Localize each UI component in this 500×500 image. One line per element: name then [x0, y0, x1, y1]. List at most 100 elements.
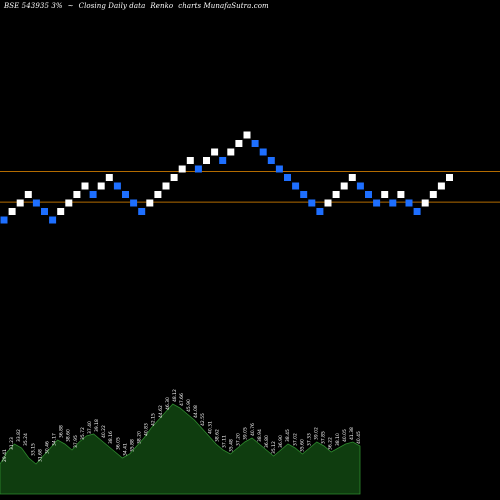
volume-label: 36.05 [115, 437, 121, 450]
separator-label: ~ [67, 2, 74, 10]
volume-label: 31.23 [9, 437, 15, 450]
volume-label: 44.08 [193, 405, 199, 418]
volume-label: 35.60 [299, 439, 305, 452]
renko-brick [203, 157, 210, 164]
volume-label: 36.90 [278, 435, 284, 448]
symbol-label: BSE 543935 3% [4, 2, 63, 10]
level-lines [0, 171, 500, 203]
volume-label: 37.40 [87, 421, 93, 434]
volume-area-shape [0, 403, 361, 495]
volume-label: 33.82 [16, 429, 22, 442]
renko-brick [373, 199, 381, 207]
renko-brick [81, 182, 89, 190]
renko-brick [243, 131, 251, 139]
renko-brick [138, 208, 146, 215]
volume-label: 46.30 [165, 397, 171, 410]
volume-label: 38.20 [137, 431, 143, 444]
renko-brick [73, 191, 81, 198]
renko-brick [105, 174, 113, 181]
renko-brick [32, 199, 40, 207]
renko-brick [41, 208, 48, 215]
volume-label: 34.41 [122, 443, 128, 456]
renko-brick [429, 191, 437, 198]
volume-label: 33.15 [30, 443, 36, 456]
renko-bricks [0, 131, 453, 224]
volume-label: 39.18 [94, 419, 100, 432]
renko-brick [267, 157, 275, 164]
volume-label: 38.62 [214, 429, 220, 442]
renko-brick [308, 199, 316, 207]
renko-brick [356, 182, 364, 190]
renko-brick [8, 208, 16, 215]
volume-label: 35.88 [129, 439, 135, 452]
volume-label: 39.05 [243, 427, 249, 440]
renko-brick [389, 199, 397, 207]
renko-brick [324, 199, 332, 207]
volume-area [0, 403, 361, 495]
renko-brick [405, 199, 413, 207]
volume-label: 34.17 [52, 433, 58, 446]
volume-label: 37.33 [306, 433, 312, 446]
renko-brick [437, 182, 445, 190]
volume-label: 42.15 [151, 413, 157, 426]
volume-label: 42.55 [200, 413, 206, 426]
renko-brick [259, 148, 267, 156]
volume-label: 37.95 [73, 435, 79, 448]
volume-label: 38.94 [257, 429, 263, 442]
volume-label: 40.83 [144, 423, 150, 436]
volume-label: 38.45 [285, 429, 291, 442]
chart-header: BSE 543935 3% ~ Closing Daily data Renko cha… [4, 2, 274, 10]
renko-brick [332, 191, 340, 198]
renko-brick [122, 191, 129, 198]
volume-label: 37.85 [321, 431, 327, 444]
renko-brick [381, 191, 389, 198]
chart-kind-label: Renko [150, 2, 174, 10]
volume-label: 41.38 [349, 427, 355, 440]
renko-brick [65, 199, 73, 207]
renko-brick [235, 140, 243, 147]
renko-brick [211, 148, 219, 156]
renko-brick [446, 174, 453, 181]
renko-brick [162, 182, 170, 190]
renko-brick [365, 191, 372, 198]
renko-brick [146, 199, 154, 207]
volume-label: 40.22 [101, 425, 107, 438]
volume-label: 35.48 [229, 439, 235, 452]
renko-brick [89, 191, 97, 198]
renko-brick [413, 208, 421, 215]
renko-brick [316, 208, 324, 215]
data-description: Closing Daily data [78, 2, 146, 10]
volume-label: 36.80 [264, 435, 270, 448]
renko-brick [49, 216, 57, 224]
volume-label: 30.46 [44, 441, 50, 454]
renko-brick [348, 174, 356, 181]
renko-brick [130, 199, 138, 207]
volume-label: 47.66 [179, 393, 185, 406]
renko-brick [97, 182, 105, 190]
renko-brick [251, 140, 259, 147]
volume-label: 37.11 [221, 435, 227, 448]
volume-label: 36.88 [59, 425, 65, 438]
renko-brick [227, 148, 235, 156]
volume-label: 37.02 [292, 433, 298, 446]
renko-brick [170, 174, 178, 181]
volume-label: 45.90 [186, 399, 192, 412]
renko-brick [284, 174, 291, 181]
volume-label: 35.24 [23, 433, 29, 446]
site-label: charts MunafaSutra.com [178, 2, 269, 10]
renko-brick [57, 208, 65, 215]
volume-label: 36.22 [328, 437, 334, 450]
volume-label: 37.20 [236, 433, 242, 446]
renko-brick [24, 191, 32, 198]
renko-brick [300, 191, 308, 198]
volume-label: 38.10 [335, 433, 341, 446]
volume-label: 40.05 [342, 429, 348, 442]
renko-brick [421, 199, 429, 207]
volume-label: 38.60 [66, 429, 72, 442]
renko-brick [154, 191, 162, 198]
renko-brick [340, 182, 348, 190]
renko-brick [178, 165, 186, 173]
renko-brick [0, 216, 8, 224]
